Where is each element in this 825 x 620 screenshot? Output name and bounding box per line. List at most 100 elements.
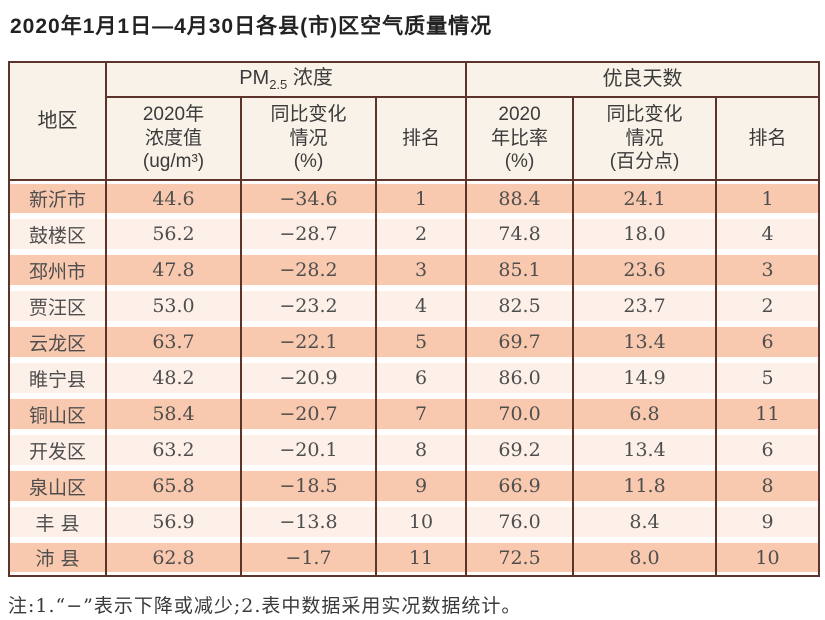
good-change-cell: 23.7 <box>572 288 718 324</box>
good-ratio-cell: 88.4 <box>465 180 575 216</box>
region-cell: 新沂市 <box>8 180 107 216</box>
good-change-cell: 13.4 <box>572 324 718 360</box>
good-change-cell: 24.1 <box>572 180 718 216</box>
good-change-cell: 8.0 <box>572 540 718 576</box>
pm-change-cell: −20.7 <box>240 396 377 432</box>
pm-value-cell: 56.2 <box>105 216 242 252</box>
pm-change-cell: −23.2 <box>240 288 377 324</box>
pm-value-cell: 58.4 <box>105 396 242 432</box>
pm-value-cell: 44.6 <box>105 180 242 216</box>
pm-group-label: PM2.5 浓度 <box>239 66 333 92</box>
good-rank-cell: 10 <box>715 540 821 576</box>
pm-value-cell: 48.2 <box>105 360 242 396</box>
pm-rank-cell: 4 <box>374 288 468 324</box>
table-row: 沛 县 62.8 −1.7 11 72.5 8.0 10 <box>8 540 821 576</box>
good-change-cell: 11.8 <box>572 468 718 504</box>
pm-rank-cell: 8 <box>374 432 468 468</box>
good-ratio-cell: 70.0 <box>465 396 575 432</box>
region-cell: 贾汪区 <box>8 288 107 324</box>
good-ratio-cell: 82.5 <box>465 288 575 324</box>
air-quality-table: 地区 PM2.5 浓度 优良天数 2020年 浓度值 (ug/m³) 同比变化 … <box>8 61 821 577</box>
pm-rank-cell: 6 <box>374 360 468 396</box>
region-header-cell: 地区 <box>8 61 107 181</box>
good-change-cell: 18.0 <box>572 216 718 252</box>
good-change-cell: 6.8 <box>572 396 718 432</box>
page-title: 2020年1月1日—4月30日各县(市)区空气质量情况 <box>10 15 493 38</box>
region-cell: 睢宁县 <box>8 360 107 396</box>
good-ratio-cell: 66.9 <box>465 468 575 504</box>
region-cell: 铜山区 <box>8 396 107 432</box>
pm-rank-cell: 11 <box>374 540 468 576</box>
pm-value-cell: 47.8 <box>105 252 242 288</box>
region-cell: 鼓楼区 <box>8 216 107 252</box>
footnote: 注:1.“−”表示下降或减少;2.表中数据采用实况数据统计。 <box>8 595 522 617</box>
pm-rank-cell: 2 <box>374 216 468 252</box>
pm-rank-cell: 7 <box>374 396 468 432</box>
good-rank-cell: 5 <box>715 360 821 396</box>
pm-value-cell: 62.8 <box>105 540 242 576</box>
good-ratio-cell: 74.8 <box>465 216 575 252</box>
pm-rank-cell: 5 <box>374 324 468 360</box>
table-row: 新沂市 44.6 −34.6 1 88.4 24.1 1 <box>8 180 821 216</box>
pm-rank-cell: 10 <box>374 504 468 540</box>
good-rank-cell: 11 <box>715 396 821 432</box>
good-change-cell: 13.4 <box>572 432 718 468</box>
region-cell: 开发区 <box>8 432 107 468</box>
good-change-header: 同比变化 情况 (百分点) <box>572 96 718 181</box>
good-rank-cell: 1 <box>715 180 821 216</box>
good-rank-cell: 3 <box>715 252 821 288</box>
pm-change-header: 同比变化 情况 (%) <box>240 96 377 181</box>
pm-rank-cell: 1 <box>374 180 468 216</box>
pm-change-cell: −34.6 <box>240 180 377 216</box>
pm-change-cell: −20.9 <box>240 360 377 396</box>
region-cell: 云龙区 <box>8 324 107 360</box>
region-cell: 泉山区 <box>8 468 107 504</box>
pm-change-cell: −28.7 <box>240 216 377 252</box>
pm-change-cell: −13.8 <box>240 504 377 540</box>
table-row: 铜山区 58.4 −20.7 7 70.0 6.8 11 <box>8 396 821 432</box>
region-cell: 沛 县 <box>8 540 107 576</box>
pm-change-cell: −28.2 <box>240 252 377 288</box>
pm-value-cell: 63.7 <box>105 324 242 360</box>
good-ratio-cell: 69.2 <box>465 432 575 468</box>
good-change-cell: 8.4 <box>572 504 718 540</box>
table-row: 鼓楼区 56.2 −28.7 2 74.8 18.0 4 <box>8 216 821 252</box>
good-ratio-cell: 72.5 <box>465 540 575 576</box>
good-days-group-header: 优良天数 <box>465 61 821 98</box>
pm-rank-cell: 3 <box>374 252 468 288</box>
pm-value-cell: 63.2 <box>105 432 242 468</box>
pm-change-cell: −18.5 <box>240 468 377 504</box>
good-rank-cell: 4 <box>715 216 821 252</box>
table-row: 睢宁县 48.2 −20.9 6 86.0 14.9 5 <box>8 360 821 396</box>
good-rank-header: 排名 <box>715 96 821 181</box>
good-rank-cell: 6 <box>715 432 821 468</box>
pm-value-cell: 56.9 <box>105 504 242 540</box>
header-sub-row: 2020年 浓度值 (ug/m³) 同比变化 情况 (%) 排名 2020 年比… <box>9 96 821 181</box>
good-rank-cell: 2 <box>715 288 821 324</box>
good-rank-cell: 8 <box>715 468 821 504</box>
pm-rank-header: 排名 <box>374 96 468 181</box>
table-row: 贾汪区 53.0 −23.2 4 82.5 23.7 2 <box>8 288 821 324</box>
region-cell: 丰 县 <box>8 504 107 540</box>
good-rank-cell: 9 <box>715 504 821 540</box>
pm-change-cell: −20.1 <box>240 432 377 468</box>
table-row: 开发区 63.2 −20.1 8 69.2 13.4 6 <box>8 432 821 468</box>
good-ratio-cell: 76.0 <box>465 504 575 540</box>
table-row: 云龙区 63.7 −22.1 5 69.7 13.4 6 <box>8 324 821 360</box>
pm-change-cell: −22.1 <box>240 324 377 360</box>
good-rank-cell: 6 <box>715 324 821 360</box>
pm-value-header: 2020年 浓度值 (ug/m³) <box>105 96 242 181</box>
good-change-cell: 23.6 <box>572 252 718 288</box>
pm-change-cell: −1.7 <box>240 540 377 576</box>
good-change-cell: 14.9 <box>572 360 718 396</box>
pm-value-cell: 53.0 <box>105 288 242 324</box>
table-row: 泉山区 65.8 −18.5 9 66.9 11.8 8 <box>8 468 821 504</box>
table-row: 丰 县 56.9 −13.8 10 76.0 8.4 9 <box>8 504 821 540</box>
good-ratio-header: 2020 年比率 (%) <box>465 96 575 181</box>
pm-rank-cell: 9 <box>374 468 468 504</box>
table-row: 邳州市 47.8 −28.2 3 85.1 23.6 3 <box>8 252 821 288</box>
pm-group-header: PM2.5 浓度 <box>104 61 468 98</box>
good-ratio-cell: 86.0 <box>465 360 575 396</box>
pm-value-cell: 65.8 <box>105 468 242 504</box>
pm-subscript: 2.5 <box>269 76 288 92</box>
